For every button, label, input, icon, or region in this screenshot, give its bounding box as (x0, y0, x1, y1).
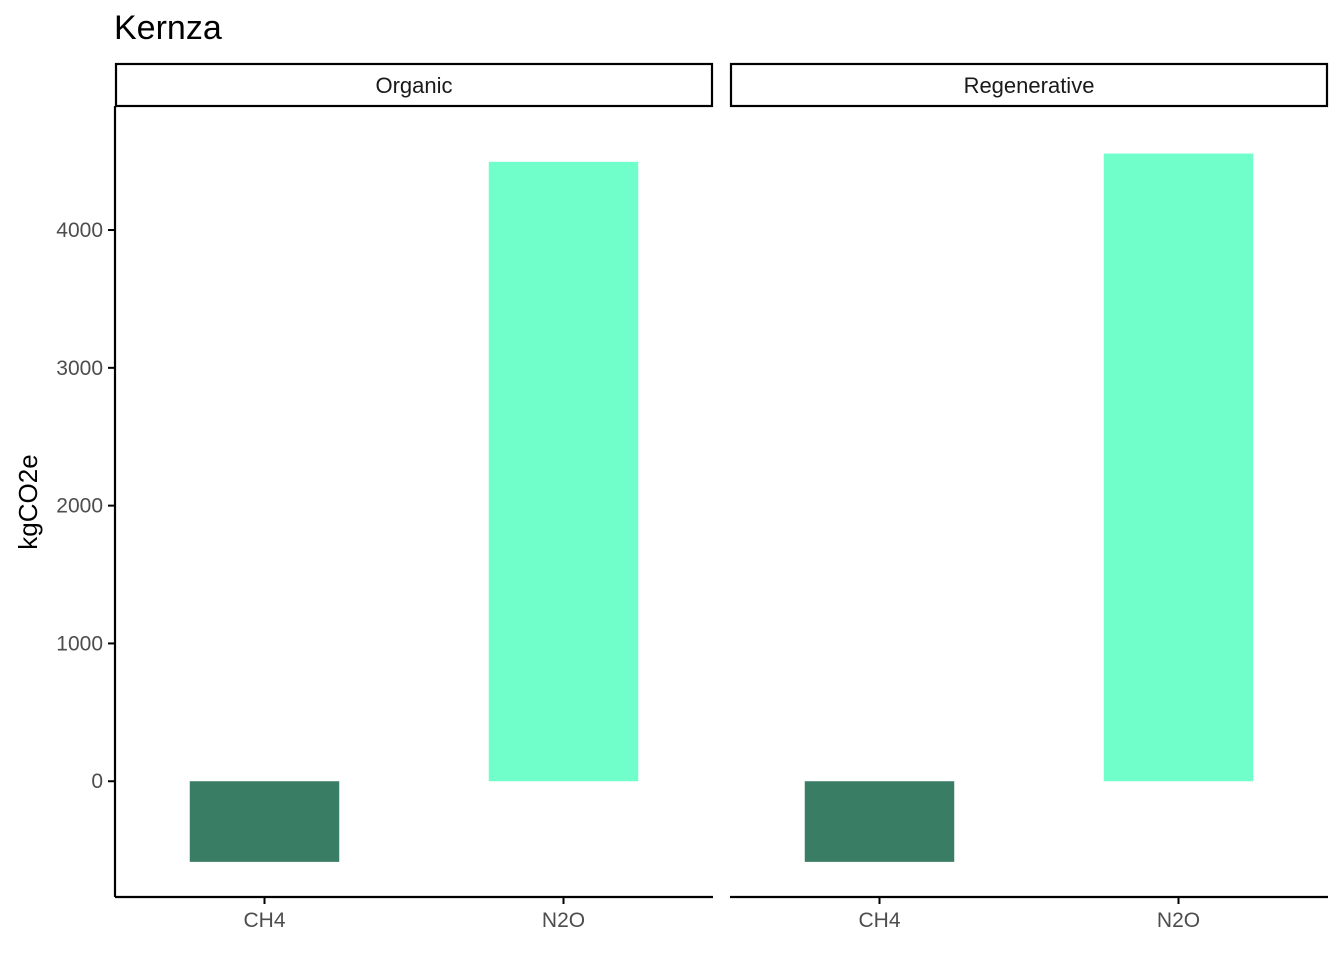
bar-n2o (1103, 153, 1254, 782)
x-tick-label: N2O (1157, 909, 1200, 932)
chart-title: Kernza (114, 9, 222, 47)
facet-strip (729, 62, 1329, 108)
x-tick-label: CH4 (858, 909, 900, 932)
panels: Organic CH4 N2O 0 1000 2000 3000 4000 Regenerati… (56, 62, 1329, 932)
panel-regenerative: Regenerative CH4 N2O (729, 62, 1329, 932)
x-tick-label: CH4 (243, 909, 285, 932)
y-tick-label: 0 (91, 770, 103, 793)
y-tick-label: 4000 (56, 219, 103, 242)
y-tick-label: 3000 (56, 357, 103, 380)
facet-strip-label: Regenerative (964, 73, 1095, 98)
y-tick-label: 2000 (56, 495, 103, 518)
bar-ch4 (189, 781, 340, 862)
y-axis-title: kgCO2e (13, 454, 43, 549)
facet-strip (114, 62, 714, 108)
x-tick-label: N2O (542, 909, 585, 932)
bar-ch4 (804, 781, 955, 862)
panel-organic: Organic CH4 N2O 0 1000 2000 3000 4000 (56, 62, 714, 932)
y-tick-label: 1000 (56, 632, 103, 655)
bar-n2o (488, 161, 639, 782)
facet-strip-label: Organic (375, 73, 452, 98)
